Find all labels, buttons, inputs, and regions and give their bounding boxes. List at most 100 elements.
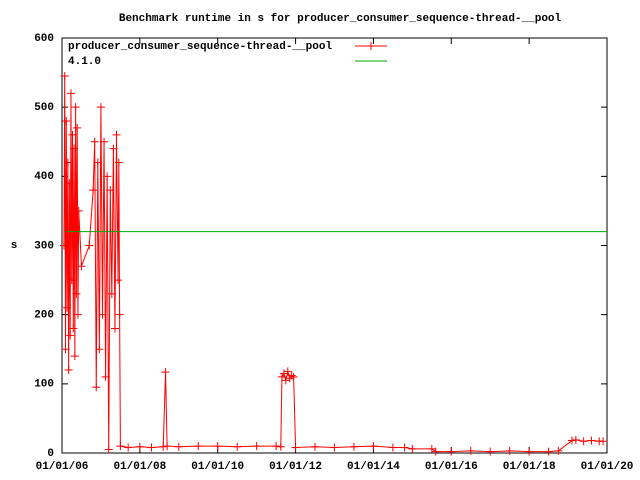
- point-marker: [283, 367, 292, 376]
- point-marker: [63, 158, 72, 167]
- point-marker: [106, 186, 115, 195]
- y-tick-label: 400: [34, 171, 54, 183]
- point-marker: [64, 366, 73, 374]
- point-marker: [159, 442, 168, 451]
- series-line: [63, 76, 604, 453]
- point-marker: [59, 241, 68, 250]
- point-marker: [90, 137, 99, 146]
- point-marker: [93, 158, 102, 167]
- point-marker: [73, 310, 82, 319]
- point-marker: [104, 445, 113, 454]
- point-marker: [599, 437, 608, 446]
- point-marker: [67, 276, 76, 285]
- point-marker: [571, 435, 580, 444]
- point-marker: [213, 442, 222, 451]
- point-marker: [71, 103, 80, 112]
- point-marker: [112, 130, 121, 139]
- point-marker: [96, 103, 105, 112]
- y-axis-label: s: [11, 240, 18, 252]
- point-marker: [92, 383, 101, 392]
- y-tick-label: 500: [34, 102, 54, 114]
- point-marker: [147, 443, 156, 452]
- point-marker: [114, 276, 123, 285]
- point-marker: [400, 443, 409, 452]
- point-marker: [233, 442, 242, 451]
- point-marker: [77, 262, 86, 271]
- point-marker: [554, 446, 563, 455]
- x-tick-label: 01/01/18: [503, 461, 556, 473]
- point-marker: [110, 324, 119, 333]
- x-tick-label: 01/01/12: [269, 461, 322, 473]
- point-marker: [272, 442, 281, 451]
- point-marker: [109, 144, 118, 153]
- plot-border: [61, 37, 608, 454]
- point-marker: [505, 446, 514, 455]
- point-marker: [95, 345, 104, 354]
- point-marker: [194, 442, 203, 451]
- point-marker: [101, 372, 110, 381]
- point-marker: [349, 442, 358, 451]
- point-marker: [124, 443, 133, 452]
- point-marker: [287, 371, 296, 380]
- point-marker: [161, 368, 170, 377]
- point-marker: [107, 289, 116, 298]
- point-marker: [279, 369, 288, 378]
- point-marker: [388, 443, 397, 452]
- y-tick-label: 200: [34, 310, 54, 322]
- point-marker: [69, 324, 78, 333]
- point-marker: [163, 442, 172, 451]
- y-tick-label: 300: [34, 240, 54, 252]
- point-marker: [62, 117, 71, 125]
- point-marker: [98, 310, 107, 319]
- point-marker: [135, 442, 144, 451]
- point-marker: [486, 447, 495, 456]
- point-marker: [281, 376, 290, 385]
- point-marker: [369, 442, 378, 451]
- x-tick-label: 01/01/16: [425, 461, 478, 473]
- point-marker: [431, 447, 440, 456]
- point-marker: [466, 446, 475, 455]
- point-marker: [525, 447, 534, 456]
- point-marker: [100, 137, 109, 146]
- point-marker: [330, 443, 339, 452]
- point-marker: [89, 186, 98, 195]
- point-marker: [291, 443, 300, 452]
- x-tick-label: 01/01/06: [36, 461, 89, 473]
- point-marker: [567, 436, 576, 445]
- legend-label: 4.1.0: [68, 56, 101, 68]
- point-marker: [66, 331, 75, 340]
- point-marker: [114, 158, 123, 167]
- point-marker: [408, 444, 417, 453]
- point-marker: [252, 442, 261, 451]
- point-marker: [116, 442, 125, 451]
- point-marker: [65, 179, 74, 188]
- point-marker: [276, 442, 285, 451]
- point-marker: [311, 442, 320, 451]
- y-tick-label: 100: [34, 379, 54, 391]
- point-marker: [60, 72, 69, 81]
- x-tick-label: 01/01/08: [113, 461, 166, 473]
- point-marker: [289, 372, 298, 381]
- chart-title: Benchmark runtime in s for producer_cons…: [119, 13, 562, 25]
- point-marker: [70, 352, 79, 361]
- point-marker: [72, 289, 81, 298]
- point-marker: [447, 447, 456, 456]
- point-marker: [66, 89, 75, 98]
- y-tick-label: 600: [34, 33, 54, 45]
- point-marker: [115, 310, 124, 319]
- legend-label: producer_consumer_sequence-thread-__pool: [68, 41, 332, 53]
- point-marker: [74, 206, 83, 215]
- y-tick-label: 0: [47, 448, 54, 460]
- x-tick-label: 01/01/14: [347, 461, 400, 473]
- point-marker: [68, 130, 77, 139]
- point-marker: [61, 345, 70, 354]
- point-marker: [85, 241, 94, 250]
- point-marker: [579, 437, 588, 446]
- point-marker: [277, 372, 286, 381]
- point-marker: [103, 172, 112, 181]
- x-tick-label: 01/01/10: [191, 461, 244, 473]
- point-marker: [544, 447, 553, 456]
- x-tick-label: 01/01/20: [581, 461, 634, 473]
- legend-marker: [367, 42, 375, 50]
